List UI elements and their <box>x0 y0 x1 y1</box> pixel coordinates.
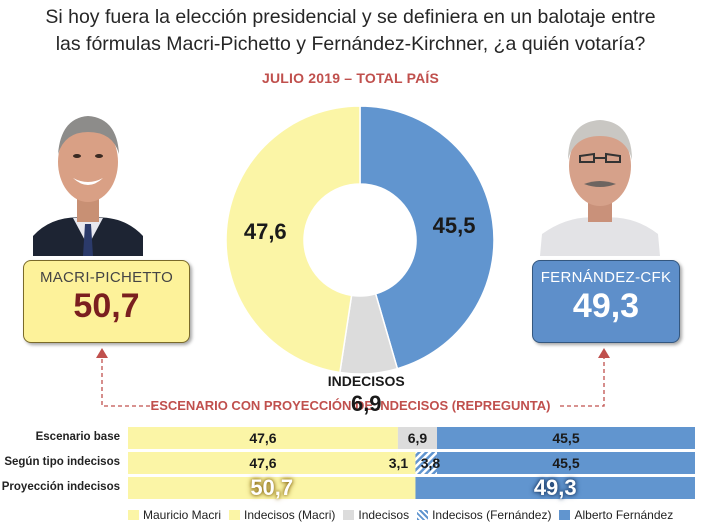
bar-label-0-2: 6,9 <box>407 430 428 446</box>
legend-swatch-4 <box>559 510 571 520</box>
candidate-box-fernandez: FERNÁNDEZ-CFK 49,3 <box>532 260 680 343</box>
legend-item-1: Indecisos (Macri) <box>229 508 335 522</box>
legend-item-4: Alberto Fernández <box>559 508 673 522</box>
legend-swatch-3 <box>417 510 429 520</box>
bar-label-1-4: 45,5 <box>552 455 580 471</box>
title-line-2: las fórmulas Macri-Pichetto y Fernández-… <box>55 33 646 55</box>
bar-label-2-0: 50,7 <box>250 475 294 500</box>
row-label-1: Según tipo indecisos <box>4 456 120 468</box>
legend-label-2: Indecisos <box>358 508 410 522</box>
bar-label-1-1: 3,1 <box>388 455 409 471</box>
legend-item-2: Indecisos <box>343 508 409 522</box>
candidate-value-macri: 50,7 <box>73 287 140 325</box>
bar-label-2-4: 49,3 <box>533 475 577 500</box>
donut-slice-1 <box>339 292 399 375</box>
row-label-0: Escenario base <box>35 431 120 443</box>
legend-swatch-0 <box>128 510 139 520</box>
candidate-name-macri: MACRI-PICHETTO <box>39 269 174 286</box>
donut-slice-value-2: 47,6 <box>243 218 287 244</box>
legend-label-0: Mauricio Macri <box>143 508 222 522</box>
scenario-title: ESCENARIO CON PROYECCIÓN DE INDECISOS (R… <box>150 398 551 413</box>
bar-label-1-0: 47,6 <box>249 455 277 471</box>
candidate-photo-right <box>540 96 660 256</box>
chart-subtitle: JULIO 2019 – TOTAL PAÍS <box>261 70 440 86</box>
candidate-box-macri: MACRI-PICHETTO 50,7 <box>23 260 190 343</box>
legend-item-0: Mauricio Macri <box>128 508 221 522</box>
legend-label-1: Indecisos (Macri) <box>244 508 336 522</box>
title-line-1: Si hoy fuera la elección presidencial y … <box>45 6 656 28</box>
candidate-photo-left <box>33 96 143 256</box>
row-label-2: Proyección indecisos <box>1 481 120 493</box>
candidate-value-fernandez: 49,3 <box>572 287 640 325</box>
chart-title: Si hoy fuera la elección presidencial y … <box>0 4 701 58</box>
donut-slice-value-0: 45,5 <box>432 212 476 238</box>
donut-slice-name-1: INDECISOS <box>327 372 405 389</box>
legend-item-3: Indecisos (Fernández) <box>417 508 551 522</box>
bar-label-1-3: 3,8 <box>420 455 441 471</box>
legend-label-3: Indecisos (Fernández) <box>432 508 552 522</box>
legend-label-4: Alberto Fernández <box>574 508 674 522</box>
donut-slice-value-1: 6,9 <box>350 390 382 416</box>
candidate-name-fernandez: FERNÁNDEZ-CFK <box>540 269 672 286</box>
legend-swatch-1 <box>229 510 241 520</box>
chart-legend: Mauricio Macri Indecisos (Macri) Indecisos… <box>128 508 681 522</box>
legend-swatch-2 <box>343 510 355 520</box>
bar-label-0-0: 47,6 <box>249 430 277 446</box>
bar-label-0-4: 45,5 <box>552 430 580 446</box>
